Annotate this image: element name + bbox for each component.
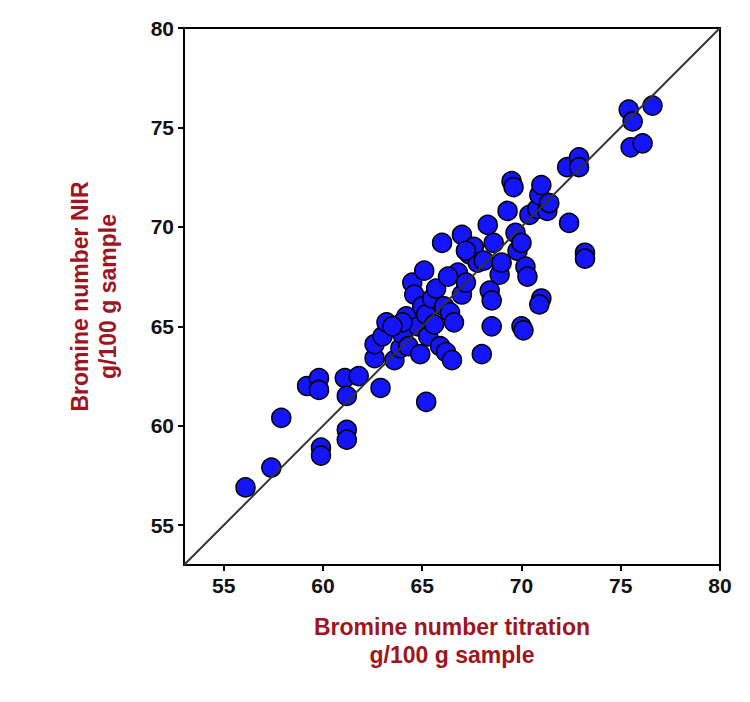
svg-text:55: 55 — [151, 514, 175, 537]
svg-text:75: 75 — [151, 116, 175, 139]
svg-text:70: 70 — [151, 215, 174, 238]
svg-text:60: 60 — [311, 574, 334, 597]
svg-text:80: 80 — [151, 17, 174, 40]
svg-text:65: 65 — [411, 574, 435, 597]
svg-text:65: 65 — [151, 315, 175, 338]
svg-text:g/100 g sample: g/100 g sample — [370, 642, 535, 668]
svg-text:70: 70 — [510, 574, 533, 597]
svg-text:55: 55 — [212, 574, 236, 597]
svg-text:60: 60 — [151, 414, 174, 437]
svg-text:Bromine number titration: Bromine number titration — [314, 614, 590, 640]
svg-text:80: 80 — [708, 574, 731, 597]
svg-text:g/100 g sample: g/100 g sample — [95, 214, 121, 379]
svg-text:75: 75 — [609, 574, 633, 597]
svg-text:Bromine number NIR: Bromine number NIR — [67, 181, 93, 411]
